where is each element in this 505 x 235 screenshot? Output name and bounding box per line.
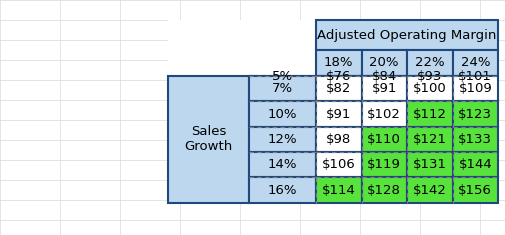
Text: 14%: 14% bbox=[267, 158, 296, 171]
Text: 10%: 10% bbox=[267, 107, 296, 121]
Text: $109: $109 bbox=[458, 82, 491, 95]
Text: $133: $133 bbox=[458, 133, 491, 146]
Bar bbox=[451, 76, 497, 101]
Bar bbox=[248, 101, 316, 127]
Text: $82: $82 bbox=[325, 82, 351, 95]
Bar bbox=[406, 177, 451, 203]
Text: $123: $123 bbox=[458, 107, 491, 121]
Bar bbox=[361, 50, 406, 76]
Bar bbox=[248, 152, 316, 177]
Bar bbox=[168, 20, 316, 50]
Bar bbox=[316, 127, 361, 152]
Bar bbox=[451, 50, 497, 76]
Text: $84: $84 bbox=[371, 70, 396, 82]
Text: Sales
Growth: Sales Growth bbox=[184, 125, 232, 153]
Text: $112: $112 bbox=[412, 107, 446, 121]
Bar bbox=[248, 127, 316, 152]
Bar bbox=[248, 50, 316, 76]
Bar bbox=[361, 101, 406, 127]
Text: $144: $144 bbox=[458, 158, 491, 171]
Text: $101: $101 bbox=[458, 70, 491, 82]
Text: $142: $142 bbox=[412, 184, 446, 196]
Bar bbox=[316, 50, 361, 76]
Text: $102: $102 bbox=[367, 107, 400, 121]
Text: $100: $100 bbox=[412, 82, 446, 95]
Bar bbox=[248, 177, 316, 203]
Bar bbox=[168, 76, 248, 203]
Bar bbox=[168, 50, 248, 76]
Text: 24%: 24% bbox=[460, 56, 489, 70]
Bar bbox=[316, 20, 497, 50]
Text: $106: $106 bbox=[321, 158, 355, 171]
Text: 5%: 5% bbox=[271, 70, 292, 82]
Bar bbox=[361, 127, 406, 152]
Bar bbox=[316, 76, 361, 101]
Text: 16%: 16% bbox=[267, 184, 296, 196]
Text: $91: $91 bbox=[371, 82, 396, 95]
Text: $121: $121 bbox=[412, 133, 446, 146]
Text: $128: $128 bbox=[367, 184, 400, 196]
Bar bbox=[406, 152, 451, 177]
Text: 12%: 12% bbox=[267, 133, 297, 146]
Bar bbox=[316, 152, 361, 177]
Bar bbox=[406, 50, 451, 76]
Text: $156: $156 bbox=[458, 184, 491, 196]
Text: 18%: 18% bbox=[323, 56, 353, 70]
Bar bbox=[451, 177, 497, 203]
Text: 20%: 20% bbox=[369, 56, 398, 70]
Bar bbox=[451, 127, 497, 152]
Bar bbox=[451, 101, 497, 127]
Bar bbox=[316, 177, 361, 203]
Text: $110: $110 bbox=[367, 133, 400, 146]
Bar bbox=[406, 76, 451, 101]
Bar bbox=[316, 101, 361, 127]
Text: $98: $98 bbox=[326, 133, 350, 146]
Bar bbox=[361, 152, 406, 177]
Text: 7%: 7% bbox=[271, 82, 292, 95]
Bar bbox=[248, 76, 316, 101]
Bar bbox=[451, 152, 497, 177]
Text: Adjusted Operating Margin: Adjusted Operating Margin bbox=[317, 28, 496, 42]
Bar bbox=[406, 101, 451, 127]
Text: 22%: 22% bbox=[414, 56, 444, 70]
Text: $91: $91 bbox=[325, 107, 351, 121]
Text: $119: $119 bbox=[367, 158, 400, 171]
Bar bbox=[361, 177, 406, 203]
Text: $93: $93 bbox=[416, 70, 441, 82]
Text: $131: $131 bbox=[412, 158, 446, 171]
Bar bbox=[406, 127, 451, 152]
Bar bbox=[361, 76, 406, 101]
Text: $76: $76 bbox=[325, 70, 351, 82]
Text: $114: $114 bbox=[321, 184, 355, 196]
